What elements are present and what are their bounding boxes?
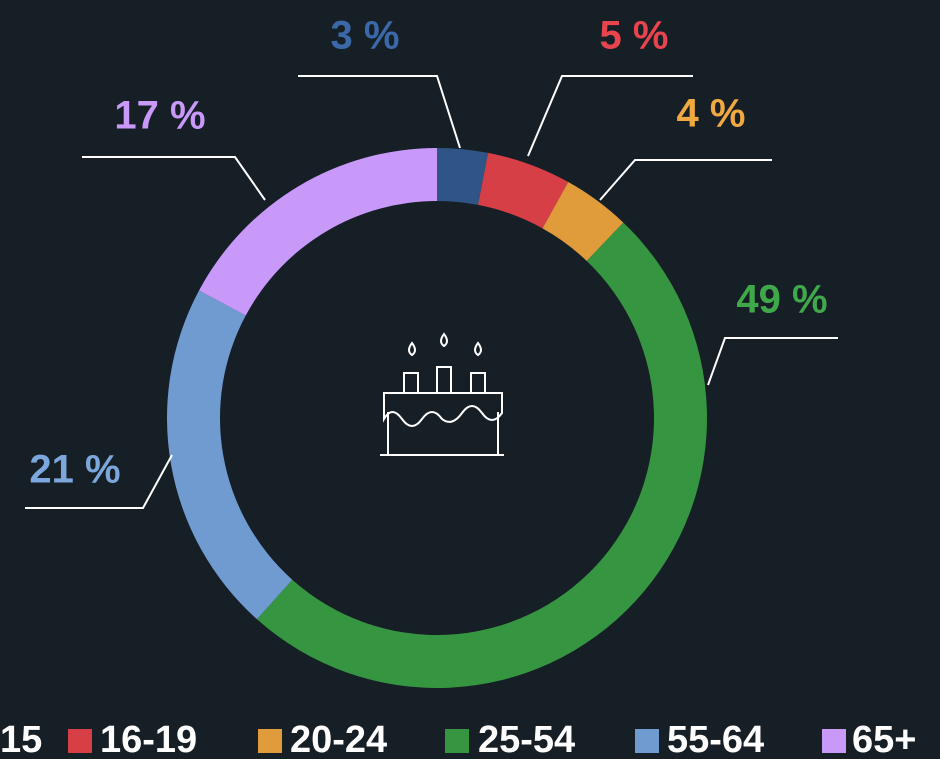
legend-label: 25-54 (478, 719, 575, 759)
leader-line (25, 454, 173, 509)
data-label: 3 % (331, 14, 400, 58)
legend-label: 16-19 (100, 719, 197, 759)
leader-line (599, 159, 772, 201)
data-label: 5 % (600, 14, 669, 58)
leader-line (82, 156, 266, 201)
data-label: 17 % (114, 94, 205, 138)
slice (542, 182, 624, 261)
legend-swatch (445, 729, 469, 753)
slice (478, 152, 569, 229)
leader-line (707, 337, 838, 386)
legend-swatch (68, 729, 92, 753)
cake-icon (380, 332, 504, 456)
legend-label: 55-64 (667, 719, 764, 759)
data-label: 21 % (29, 448, 120, 492)
leader-line (527, 75, 693, 157)
data-label: 4 % (677, 92, 746, 136)
legend-swatch (258, 729, 282, 753)
leader-line (298, 75, 461, 149)
legend-label: 20-24 (290, 719, 387, 759)
slice (256, 222, 707, 688)
slice (167, 290, 293, 620)
slice (199, 148, 437, 316)
legend-label: 65+ (852, 719, 916, 759)
slice (437, 148, 489, 205)
data-label: 49 % (736, 278, 827, 322)
legend-swatch (822, 729, 846, 753)
legend-swatch (635, 729, 659, 753)
legend-label: 15 (0, 719, 42, 759)
